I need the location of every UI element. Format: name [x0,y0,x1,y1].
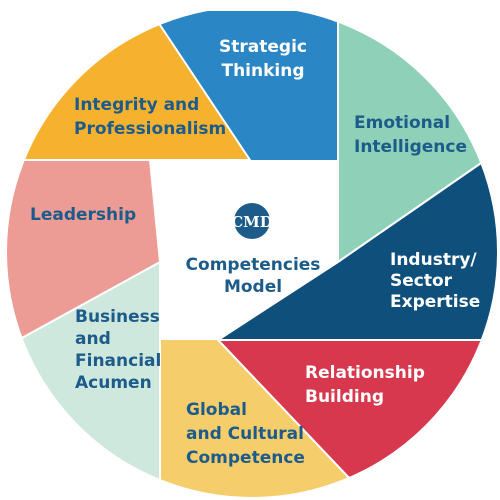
label-strategic-thinking-line-2: Thinking [221,61,304,81]
center-hub [150,160,338,340]
label-global-cultural-competence: Global and Cultural Competence [186,400,305,468]
label-leadership-line-1: Leadership [30,205,136,225]
label-emotional-intelligence-line-2: Intelligence [354,137,467,157]
label-emotional-intelligence-line-1: Emotional [354,113,450,133]
label-business-financial-acumen: Business and Financial Acumen [75,307,161,393]
label-industry-sector-expertise: Industry/Sector Expertise [390,250,480,312]
label-industry-sector-expertise-line-3: Expertise [390,292,480,312]
label-global-cultural-competence-line-3: Competence [186,448,305,468]
label-emotional-intelligence: Emotional Intelligence [354,113,467,157]
center-title-line-2: Model [224,277,282,297]
label-industry-sector-expertise-line-2: Sector [390,271,453,291]
label-global-cultural-competence-line-2: and Cultural [186,424,304,444]
logo-text: CMD [231,213,273,231]
label-relationship-building: Relationship Building [305,363,425,407]
outer-ring [5,5,499,499]
label-industry-sector-expertise-line-1: Industry/ [390,250,477,270]
label-leadership: Leadership [30,205,136,225]
center-title-line-1: Competencies [186,255,321,275]
label-strategic-thinking: Strategic Thinking [219,37,307,81]
label-integrity-professionalism: Integrity and Professionalism [74,95,226,139]
label-relationship-building-line-2: Building [305,387,384,407]
label-integrity-professionalism-line-2: Professionalism [74,119,226,139]
labels-group: Strategic Thinking Emotional Intelligence In… [30,37,480,468]
label-relationship-building-line-1: Relationship [305,363,425,383]
center-logo: CMD [231,203,273,239]
label-global-cultural-competence-line-1: Global [186,400,247,420]
label-integrity-professionalism-line-1: Integrity and [74,95,199,115]
label-business-financial-acumen-line-1: Business [75,307,160,327]
logo-badge [234,203,270,239]
label-strategic-thinking-line-1: Strategic [219,37,307,57]
label-business-financial-acumen-line-4: Acumen [75,373,152,393]
label-business-financial-acumen-line-3: Financial [75,351,161,371]
label-business-financial-acumen-line-2: and [75,329,111,349]
